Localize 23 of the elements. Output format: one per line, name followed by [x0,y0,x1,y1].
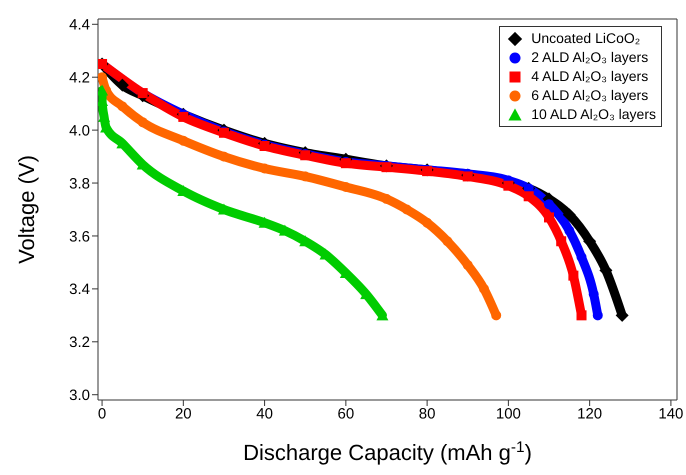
legend-label: 4 ALD Al₂O₃ layers [531,67,648,86]
legend-label: 6 ALD Al₂O₃ layers [531,86,648,105]
x-tick-label: 20 [174,406,192,423]
y-tick-label: 3.8 [69,175,90,192]
y-tick-label: 4.0 [69,122,90,140]
y-tick-label: 3.4 [69,281,90,298]
legend-label: 10 ALD Al₂O₃ layers [531,105,656,124]
y-tick-label: 4.2 [69,70,90,87]
legend-label: 2 ALD Al₂O₃ layers [531,48,648,67]
x-tick-label: 100 [496,406,521,423]
y-tick-label: 3.2 [69,334,90,352]
y-axis-title: Voltage (V) [14,155,39,264]
x-tick-label: 0 [98,406,106,423]
x-tick-label: 80 [418,406,436,423]
x-tick-label: 40 [256,406,273,423]
x-tick-label: 60 [338,406,354,423]
legend-label: Uncoated LiCoO₂ [531,29,640,48]
y-tick-label: 3.6 [69,228,90,246]
x-tick-label: 140 [658,406,684,423]
x-axis-title: Discharge Capacity (mAh g$^{-1}$) [243,438,532,465]
y-tick-label: 4.4 [69,16,90,34]
x-tick-label: 120 [577,406,602,423]
y-tick-label: 3.0 [69,387,90,404]
